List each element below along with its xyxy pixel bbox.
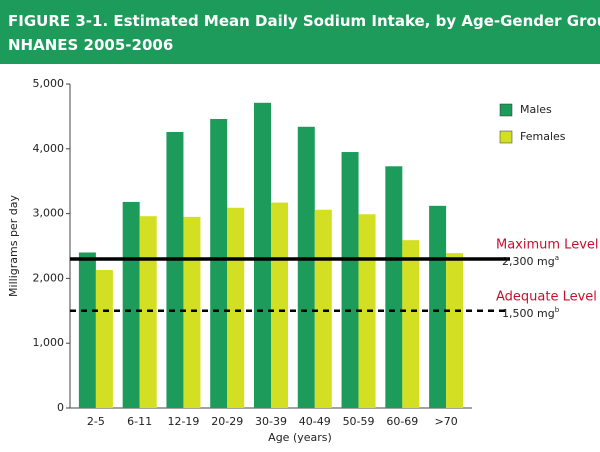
bar	[166, 131, 184, 408]
reference-name: Adequate Level	[496, 289, 597, 304]
x-tick-label: >70	[435, 415, 458, 428]
reference-label: 1,500 mgb	[502, 306, 560, 320]
x-tick-label: 30-39	[255, 415, 287, 428]
bar	[341, 152, 359, 408]
reference-value: 1,500 mg	[502, 307, 555, 320]
x-tick-label: 20-29	[211, 415, 243, 428]
bar	[78, 252, 96, 408]
y-tick-label: 1,000	[33, 336, 65, 349]
bar	[297, 126, 315, 408]
bar	[122, 201, 140, 408]
reference-label: 2,300 mga	[502, 254, 559, 268]
legend-label: Females	[520, 130, 566, 143]
reference-note: a	[555, 254, 559, 262]
x-axis-label: Age (years)	[268, 431, 332, 444]
reference-name: Maximum Level	[496, 237, 599, 252]
y-tick-label: 2,000	[33, 271, 65, 284]
y-tick-label: 0	[57, 401, 64, 414]
bar	[95, 269, 113, 408]
bar	[227, 207, 245, 408]
y-axis-label: Milligrams per day	[7, 195, 20, 297]
bar	[183, 216, 201, 408]
x-tick-label: 6-11	[127, 415, 152, 428]
bar	[402, 240, 420, 408]
bar	[139, 216, 157, 408]
x-tick-label: 12-19	[167, 415, 199, 428]
x-tick-label: 40-49	[299, 415, 331, 428]
bar	[271, 202, 288, 408]
reference-note: b	[555, 306, 560, 314]
legend-swatch	[499, 130, 513, 144]
header-band	[0, 0, 600, 64]
x-tick-label: 60-69	[386, 415, 418, 428]
bar	[314, 209, 332, 408]
y-tick-label: 3,000	[33, 207, 65, 220]
bar	[446, 253, 464, 408]
legend-label: Males	[520, 103, 552, 116]
bar	[429, 205, 447, 408]
chart-title: FIGURE 3-1. Estimated Mean Daily Sodium …	[8, 12, 600, 30]
x-tick-label: 2-5	[87, 415, 105, 428]
bar	[210, 118, 228, 408]
y-tick-label: 5,000	[33, 77, 65, 90]
reference-value: 2,300 mg	[502, 255, 555, 268]
x-tick-label: 50-59	[343, 415, 375, 428]
bar	[254, 102, 271, 409]
bar	[385, 166, 403, 408]
legend-swatch	[499, 103, 513, 117]
y-tick-label: 4,000	[33, 142, 65, 155]
chart-subtitle: NHANES 2005-2006	[8, 36, 173, 54]
